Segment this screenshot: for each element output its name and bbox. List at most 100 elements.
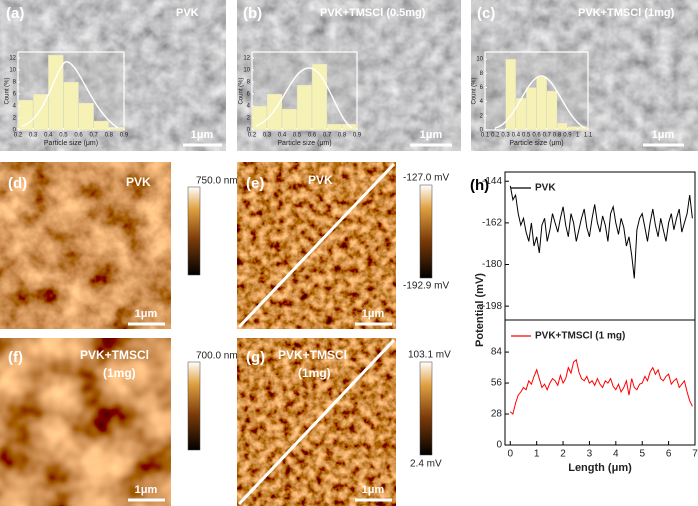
panel-title: PVK+TMSCl (0.5mg) bbox=[320, 7, 426, 19]
y-axis-label: Potential (mV) bbox=[474, 273, 486, 347]
y-tick-label: 4 bbox=[13, 104, 17, 110]
x-tick-label: 0.5 bbox=[522, 133, 531, 139]
x-tick-label: 0.8 bbox=[338, 133, 347, 139]
x-tick-label: 0.4 bbox=[278, 133, 287, 139]
fit-curve bbox=[494, 75, 586, 129]
x-tick-label: 0.3 bbox=[29, 133, 38, 139]
panel-title: PVK bbox=[176, 7, 199, 19]
panel-label: (c) bbox=[477, 5, 495, 22]
x-axis-label: Particle size (μm) bbox=[277, 140, 331, 147]
cbar-label: 2.4 mV bbox=[410, 459, 442, 470]
x-tick-label: 1 bbox=[534, 449, 540, 460]
panel-label: (e) bbox=[246, 175, 264, 192]
y-tick-label: -180 bbox=[482, 259, 502, 270]
bar bbox=[536, 76, 548, 131]
x-tick-label: 0.5 bbox=[59, 133, 68, 139]
panel-label: (f) bbox=[8, 349, 23, 366]
x-tick-label: 2 bbox=[560, 449, 566, 460]
color-bar bbox=[419, 184, 433, 279]
panel-label: (a) bbox=[6, 5, 24, 22]
bar bbox=[526, 87, 537, 131]
y-tick-label: 12 bbox=[243, 56, 250, 62]
bar bbox=[556, 122, 568, 131]
bar bbox=[546, 90, 558, 131]
panel-label: (g) bbox=[246, 349, 265, 366]
x-tick-label: 0.2 bbox=[248, 133, 257, 139]
cbar-label: -127.0 mV bbox=[403, 173, 449, 184]
color-bar bbox=[187, 186, 201, 276]
x-tick-label: 0 bbox=[507, 449, 513, 460]
legend-label: PVK+TMSCl (1 mg) bbox=[535, 331, 625, 342]
y-tick-label: 0 bbox=[480, 128, 484, 134]
cbar-label: 750.0 nm bbox=[196, 176, 238, 187]
x-tick-label: 0.7 bbox=[543, 133, 552, 139]
x-tick-label: 0.3 bbox=[263, 133, 272, 139]
panel-title: PVK bbox=[126, 175, 151, 189]
x-tick-label: 0.6 bbox=[532, 133, 541, 139]
data-line bbox=[509, 185, 693, 279]
x-tick-label: 0.9 bbox=[563, 133, 572, 139]
x-axis-label: Particle size (μm) bbox=[44, 140, 98, 147]
x-tick-label: 1 bbox=[576, 133, 580, 139]
x-tick-label: 0.8 bbox=[553, 133, 562, 139]
bar bbox=[341, 123, 358, 131]
x-tick-label: 0.6 bbox=[74, 133, 83, 139]
y-tick-label: 10 bbox=[9, 68, 16, 74]
y-tick-label: -144 bbox=[482, 176, 502, 187]
x-tick-label: 0.4 bbox=[44, 133, 53, 139]
x-axis-label: Particle size (μm) bbox=[509, 140, 563, 147]
panel-title: (1mg) bbox=[103, 366, 136, 380]
scale-label: 1μm bbox=[652, 129, 675, 141]
y-tick-label: 8 bbox=[480, 71, 484, 77]
panel-label: (d) bbox=[8, 175, 27, 192]
bar bbox=[251, 105, 268, 131]
diagonal bbox=[237, 162, 396, 329]
panel-title: PVK+TMSCl (1mg) bbox=[578, 7, 675, 19]
y-tick-label: 4 bbox=[247, 104, 251, 110]
y-tick-label: 56 bbox=[491, 378, 503, 389]
bar bbox=[505, 58, 517, 131]
color-bar bbox=[419, 361, 433, 456]
x-tick-label: 6 bbox=[666, 449, 672, 460]
cbar-label: 103.1 mV bbox=[408, 350, 451, 361]
scale-label: 1μm bbox=[362, 484, 385, 496]
y-axis-label: Count (%) bbox=[239, 77, 245, 104]
afm-image bbox=[0, 162, 171, 329]
y-tick-label: 2 bbox=[480, 113, 484, 119]
x-tick-label: 0.8 bbox=[105, 133, 114, 139]
bar bbox=[515, 97, 527, 131]
fit-curve bbox=[255, 67, 353, 129]
y-axis-label: Count (%) bbox=[5, 77, 11, 104]
bar bbox=[326, 123, 343, 131]
color-bar bbox=[187, 361, 201, 451]
panel-label: (b) bbox=[243, 5, 262, 22]
y-tick-label: 0 bbox=[13, 128, 17, 134]
panel-title: (1mg) bbox=[298, 366, 331, 380]
y-tick-label: 6 bbox=[480, 85, 484, 91]
diagonal bbox=[237, 338, 396, 506]
scale-label: 1μm bbox=[135, 308, 158, 320]
bar bbox=[93, 120, 110, 131]
y-tick-label: 2 bbox=[13, 116, 17, 122]
x-tick-label: 0.7 bbox=[323, 133, 332, 139]
y-tick-label: 6 bbox=[247, 92, 251, 98]
y-tick-label: 8 bbox=[13, 80, 17, 86]
y-tick-label: -162 bbox=[482, 218, 502, 229]
x-tick-label: 0.6 bbox=[308, 133, 317, 139]
x-tick-label: 1.1 bbox=[584, 133, 593, 139]
bar bbox=[296, 84, 313, 131]
x-tick-label: 5 bbox=[639, 449, 645, 460]
scale-label: 1μm bbox=[362, 308, 385, 320]
scale-label: 1μm bbox=[135, 484, 158, 496]
x-tick-label: 7 bbox=[692, 449, 698, 460]
y-tick-label: 0 bbox=[496, 440, 502, 451]
y-tick-label: 10 bbox=[476, 57, 483, 63]
bar bbox=[78, 102, 94, 131]
bar bbox=[281, 108, 298, 131]
panel-title: PVK+TMSCl bbox=[278, 348, 347, 362]
bar bbox=[63, 81, 79, 131]
legend-label: PVK bbox=[535, 183, 556, 194]
x-tick-label: 0.5 bbox=[293, 133, 302, 139]
bar bbox=[567, 126, 578, 131]
y-tick-label: 6 bbox=[13, 92, 17, 98]
